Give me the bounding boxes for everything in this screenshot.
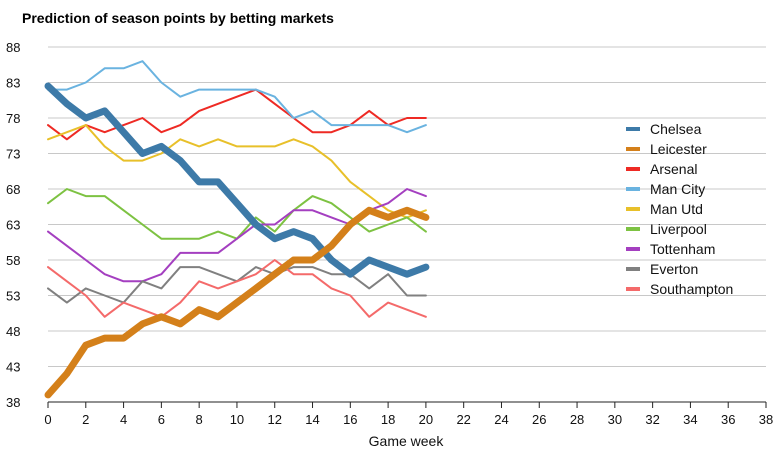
x-tick-label: 14 — [305, 412, 319, 427]
x-tick-label: 20 — [419, 412, 433, 427]
legend-label-tottenham: Tottenham — [650, 241, 715, 257]
legend: Chelsea Leicester Arsenal Man City Man Utd Li… — [626, 121, 733, 297]
legend-label-southampton: Southampton — [650, 281, 733, 297]
legend-label-chelsea: Chelsea — [650, 121, 702, 137]
series-line-arsenal — [47, 88, 427, 141]
chart-title: Prediction of season points by betting m… — [22, 10, 334, 26]
x-tick-label: 34 — [683, 412, 697, 427]
legend-label-man-utd: Man Utd — [650, 201, 703, 217]
series-line-everton — [47, 266, 427, 304]
x-tick-label: 30 — [608, 412, 622, 427]
legend-label-liverpool: Liverpool — [650, 221, 707, 237]
x-tick-label: 32 — [645, 412, 659, 427]
x-tick-label: 28 — [570, 412, 584, 427]
x-tick-label: 16 — [343, 412, 357, 427]
x-tick-label: 8 — [196, 412, 203, 427]
legend-label-everton: Everton — [650, 261, 698, 277]
y-tick-label: 53 — [6, 289, 20, 304]
y-tick-label: 48 — [6, 324, 20, 339]
x-tick-label: 6 — [158, 412, 165, 427]
y-tick-label: 43 — [6, 360, 20, 375]
series-line-man-city — [47, 60, 427, 134]
y-tick-label: 63 — [6, 218, 20, 233]
series-line-leicester — [44, 206, 430, 399]
x-axis-label: Game week — [369, 433, 445, 449]
y-tick-label: 88 — [6, 40, 20, 55]
y-tick-label: 83 — [6, 76, 20, 91]
y-tick-label: 68 — [6, 182, 20, 197]
x-tick-label: 24 — [494, 412, 508, 427]
x-tick-label: 36 — [721, 412, 735, 427]
y-tick-label: 73 — [6, 147, 20, 162]
x-tick-label: 22 — [456, 412, 470, 427]
series-line-southampton — [47, 259, 427, 318]
x-tick-label: 10 — [230, 412, 244, 427]
x-tick-label: 38 — [759, 412, 773, 427]
legend-label-arsenal: Arsenal — [650, 161, 697, 177]
legend-label-leicester: Leicester — [650, 141, 707, 157]
series-line-man-utd — [47, 124, 427, 219]
x-tick-label: 4 — [120, 412, 127, 427]
y-tick-label: 38 — [6, 395, 20, 410]
y-tick-label: 78 — [6, 111, 20, 126]
y-tick-label: 58 — [6, 253, 20, 268]
x-tick-label: 2 — [82, 412, 89, 427]
series-lines — [44, 60, 430, 399]
series-line-chelsea — [44, 82, 430, 278]
x-tick-label: 26 — [532, 412, 546, 427]
gridlines — [48, 46, 766, 367]
x-tick-label: 12 — [268, 412, 282, 427]
x-tick-label: 0 — [44, 412, 51, 427]
legend-label-man-city: Man City — [650, 181, 705, 197]
x-tick-label: 18 — [381, 412, 395, 427]
